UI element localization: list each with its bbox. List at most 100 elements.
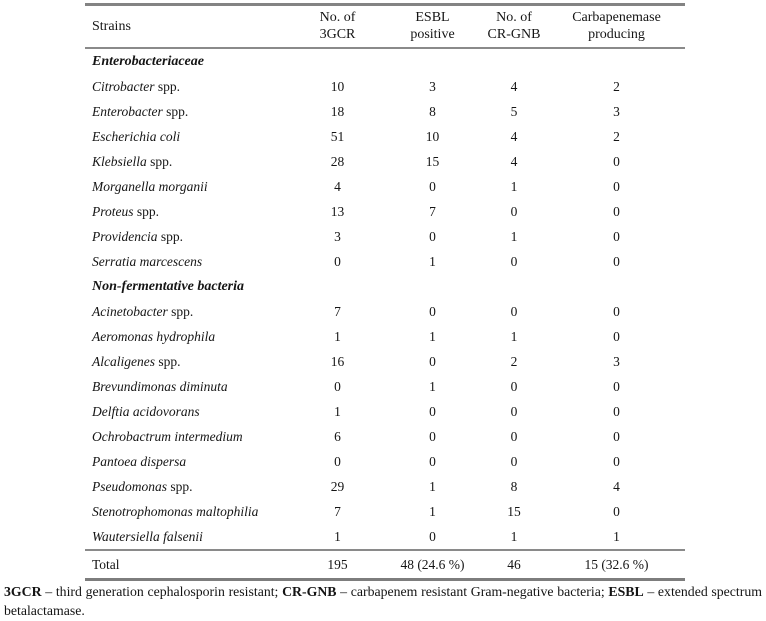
section-row-non-fermentative-bacteria: Non-fermentative bacteria [85, 274, 685, 299]
strain-name-suffix: spp. [154, 353, 181, 369]
table-row-acinetobacter: Acinetobacter spp. 7 0 0 0 [85, 299, 685, 324]
strain-name: Delftia acidovorans [85, 399, 290, 424]
value-cell: 15 [507, 503, 521, 519]
value-cell: 1 [429, 253, 436, 269]
table-row-enterobacter: Enterobacter spp. 18 8 5 3 [85, 99, 685, 124]
value-cell: 4 [334, 178, 341, 194]
value-cell: 8 [510, 478, 518, 494]
strain-name-italic: Pantoea dispersa [92, 453, 187, 469]
value-cell: 1 [510, 328, 518, 344]
value-cell: 29 [330, 478, 345, 494]
table-row-klebsiella: Klebsiella spp. 28 15 4 0 [85, 149, 685, 174]
value-cell: 7 [429, 203, 436, 219]
strain-name-suffix: spp. [162, 103, 189, 119]
value-cell: 13 [330, 203, 345, 219]
value-cell: 0 [429, 428, 436, 444]
value-cell: 0 [334, 378, 341, 394]
column-header-line: positive [410, 27, 455, 42]
value-cell: 0 [334, 253, 341, 269]
column-header-no-of-3gcr: No. of 3GCR [290, 4, 385, 49]
footnote-abbreviation: CR-GNB [282, 584, 337, 599]
strain-name-italic: Wautersiella falsenii [92, 528, 203, 544]
value-cell: 2 [613, 78, 620, 94]
value-cell: 4 [613, 478, 620, 494]
column-header-line: Carbapenemase [572, 10, 661, 25]
value-cell: 0 [429, 178, 436, 194]
value-cell: 1 [429, 503, 436, 519]
value-cell: 1 [510, 528, 518, 544]
strain-name: Enterobacter spp. [85, 99, 290, 124]
table-row-wautersiella-falsenii: Wautersiella falsenii 1 0 1 1 [85, 524, 685, 550]
column-header-line: No. of [496, 10, 532, 25]
footnote-abbreviation: ESBL [608, 584, 644, 599]
header-row: Strains No. of 3GCR ESBL positive No. of CR-GN… [85, 4, 685, 49]
value-cell: 4 [510, 128, 518, 144]
strain-name-italic: Escherichia coli [92, 128, 181, 144]
table-body: Enterobacteriaceae Citrobacter spp. 10 3 4 2 E… [85, 48, 685, 580]
table-row-morganella-morganii: Morganella morganii 4 0 1 0 [85, 174, 685, 199]
column-header-line: 3GCR [319, 27, 356, 42]
strain-name-italic: Stenotrophomonas maltophilia [92, 503, 259, 519]
value-cell: 10 [425, 128, 440, 144]
value-cell: 18 [330, 103, 345, 119]
value-cell: 1 [334, 328, 341, 344]
strain-name-italic: Providencia [92, 228, 158, 244]
footnote-text: – carbapenem resistant Gram-negative bac… [336, 584, 609, 599]
table-row-brevundimonas-diminuta: Brevundimonas diminuta 0 1 0 0 [85, 374, 685, 399]
value-cell: 7 [334, 303, 341, 319]
strain-name: Pseudomonas spp. [85, 474, 290, 499]
column-header-line: producing [588, 27, 645, 42]
strain-name: Escherichia coli [85, 124, 290, 149]
footnote-text: – third generation cephalosporin resista… [41, 584, 283, 599]
table-row-providencia: Providencia spp. 3 0 1 0 [85, 224, 685, 249]
value-cell: 0 [429, 403, 436, 419]
strain-name-italic: Aeromonas hydrophila [92, 328, 216, 344]
value-cell: 0 [613, 378, 620, 394]
value-cell: 3 [334, 228, 341, 244]
table-row-proteus: Proteus spp. 13 7 0 0 [85, 199, 685, 224]
strain-name: Wautersiella falsenii [85, 524, 290, 550]
value-cell: 7 [334, 503, 341, 519]
table-row-pantoea-dispersa: Pantoea dispersa 0 0 0 0 [85, 449, 685, 474]
table-row-serratia-marcescens: Serratia marcescens 0 1 0 0 [85, 249, 685, 274]
table-row-delftia-acidovorans: Delftia acidovorans 1 0 0 0 [85, 399, 685, 424]
strain-name-italic: Serratia marcescens [92, 253, 203, 269]
value-cell: 51 [330, 128, 345, 144]
strain-name-suffix: spp. [133, 203, 160, 219]
value-cell: 0 [613, 178, 620, 194]
strain-name: Providencia spp. [85, 224, 290, 249]
strain-name: Serratia marcescens [85, 249, 290, 274]
strain-name-italic: Pseudomonas [92, 478, 167, 494]
total-value-cell: 195 [290, 549, 385, 580]
strain-name-suffix: spp. [154, 78, 181, 94]
column-header-line: CR-GNB [487, 27, 541, 42]
strain-name-italic: Alcaligenes [92, 353, 155, 369]
footnote-text: – extended spectrum betalactamase. [4, 584, 762, 618]
value-cell: 0 [613, 153, 620, 169]
table-head: Strains No. of 3GCR ESBL positive No. of CR-GN… [85, 4, 685, 49]
value-cell: 0 [510, 253, 518, 269]
column-header-strains: Strains [85, 4, 290, 49]
value-cell: 28 [330, 153, 345, 169]
value-cell: 1 [429, 328, 436, 344]
value-cell: 6 [334, 428, 341, 444]
value-cell: 0 [510, 303, 518, 319]
value-cell: 0 [510, 453, 518, 469]
strain-name: Morganella morganii [85, 174, 290, 199]
value-cell: 0 [510, 203, 518, 219]
table-row-ochrobactrum-intermedium: Ochrobactrum intermedium 6 0 0 0 [85, 424, 685, 449]
value-cell: 0 [429, 353, 436, 369]
strain-name-italic: Delftia acidovorans [92, 403, 200, 419]
strain-name-italic: Citrobacter [92, 78, 155, 94]
value-cell: 0 [613, 503, 620, 519]
value-cell: 1 [334, 403, 341, 419]
value-cell: 0 [429, 228, 436, 244]
total-label: Total [85, 549, 290, 580]
value-cell: 10 [330, 78, 345, 94]
strain-name: Alcaligenes spp. [85, 349, 290, 374]
strain-name-italic: Brevundimonas diminuta [92, 378, 228, 394]
column-header-line: ESBL [415, 10, 450, 25]
table-row-stenotrophomonas-maltophilia: Stenotrophomonas maltophilia 7 1 15 0 [85, 499, 685, 524]
value-cell: 0 [613, 428, 620, 444]
